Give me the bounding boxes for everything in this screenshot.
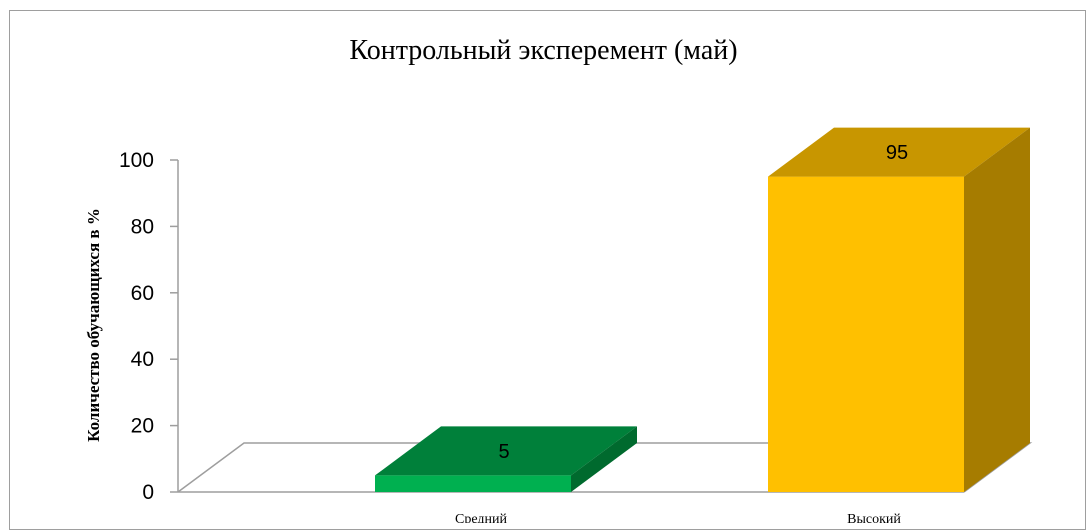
y-tick-label: 20 (131, 415, 154, 438)
y-axis-title: Количество обучающихся в % (84, 208, 103, 442)
category-label: Средний (455, 512, 507, 523)
bar-side (964, 127, 1030, 492)
y-tick-label: 100 (119, 149, 154, 172)
y-tick-label: 40 (131, 348, 154, 371)
y-tick-label: 60 (131, 282, 154, 305)
y-tick-label: 80 (131, 215, 154, 238)
bar-top (768, 127, 1030, 177)
bar-front (375, 475, 571, 492)
y-tick-label: 0 (142, 481, 154, 504)
bar-value-label: 5 (498, 441, 509, 463)
chart-title: Контрольный эксперемент (май) (349, 35, 738, 66)
category-label: Высокий (847, 512, 901, 523)
bar-value-label: 95 (886, 142, 908, 164)
bar-side (571, 426, 637, 492)
bar-front (768, 176, 964, 492)
bar-top (375, 426, 637, 476)
